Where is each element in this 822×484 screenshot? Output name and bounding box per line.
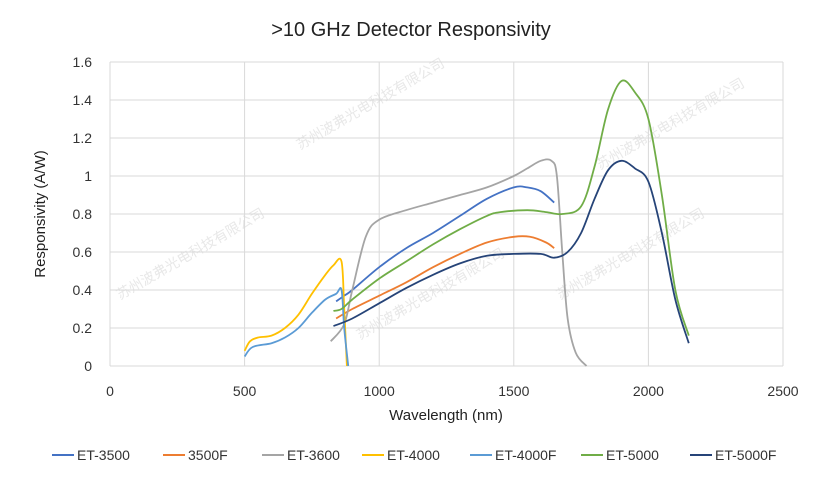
y-tick-label: 0.2	[73, 320, 93, 336]
y-tick-label: 1	[84, 168, 92, 184]
x-tick-label: 500	[233, 383, 257, 399]
legend-item: ET-4000	[362, 447, 440, 463]
y-tick-label: 1.6	[73, 54, 93, 70]
x-tick-label: 2500	[767, 383, 798, 399]
y-tick-label: 0.8	[73, 206, 93, 222]
series-line-et-4000f	[243, 287, 350, 367]
series-line-et-4000	[243, 257, 348, 367]
series-line-et-3500	[335, 185, 555, 303]
y-axis-label: Responsivity (A/W)	[32, 150, 49, 278]
x-tick-label: 2000	[633, 383, 664, 399]
watermark-text: 苏州波弗光电科技有限公司	[554, 205, 707, 303]
chart-title: >10 GHz Detector Responsivity	[271, 19, 551, 41]
series-line-et-5000	[333, 79, 690, 336]
y-tick-label: 0	[84, 358, 92, 374]
legend-item: ET-5000	[581, 447, 659, 463]
legend-item: 3500F	[163, 447, 228, 463]
legend-item: ET-3600	[262, 447, 340, 463]
series-line-et-3600	[330, 158, 588, 367]
x-tick-label: 0	[106, 383, 114, 399]
tick-labels: 0 500 1000 1500 2000 2500 0 0.2 0.4 0.6 0.8 1 1.2 1.4…	[73, 54, 799, 399]
y-tick-label: 0.6	[73, 244, 93, 260]
legend-item: ET-3500	[52, 447, 130, 463]
legend-label: ET-5000F	[715, 447, 776, 463]
y-tick-label: 0.4	[73, 282, 93, 298]
legend: ET-3500 3500F ET-3600 ET-4000 ET-4000F ET-500…	[52, 447, 776, 463]
legend-label: ET-4000	[387, 447, 440, 463]
x-axis-label: Wavelength (nm)	[389, 407, 503, 424]
series-layer	[243, 79, 690, 367]
y-tick-label: 1.2	[73, 130, 93, 146]
legend-label: 3500F	[188, 447, 228, 463]
watermark-text: 苏州波弗光电科技有限公司	[114, 205, 267, 303]
legend-label: ET-4000F	[495, 447, 556, 463]
x-tick-label: 1000	[364, 383, 395, 399]
legend-item: ET-5000F	[690, 447, 776, 463]
legend-label: ET-3500	[77, 447, 130, 463]
series-line-et-5000f	[333, 159, 690, 344]
gridlines	[109, 61, 784, 367]
legend-item: ET-4000F	[470, 447, 556, 463]
y-tick-label: 1.4	[73, 92, 93, 108]
watermark-text: 苏州波弗光电科技有限公司	[594, 75, 747, 173]
legend-label: ET-3600	[287, 447, 340, 463]
legend-label: ET-5000	[606, 447, 659, 463]
x-tick-label: 1500	[498, 383, 529, 399]
series-line-3500f	[335, 235, 555, 320]
